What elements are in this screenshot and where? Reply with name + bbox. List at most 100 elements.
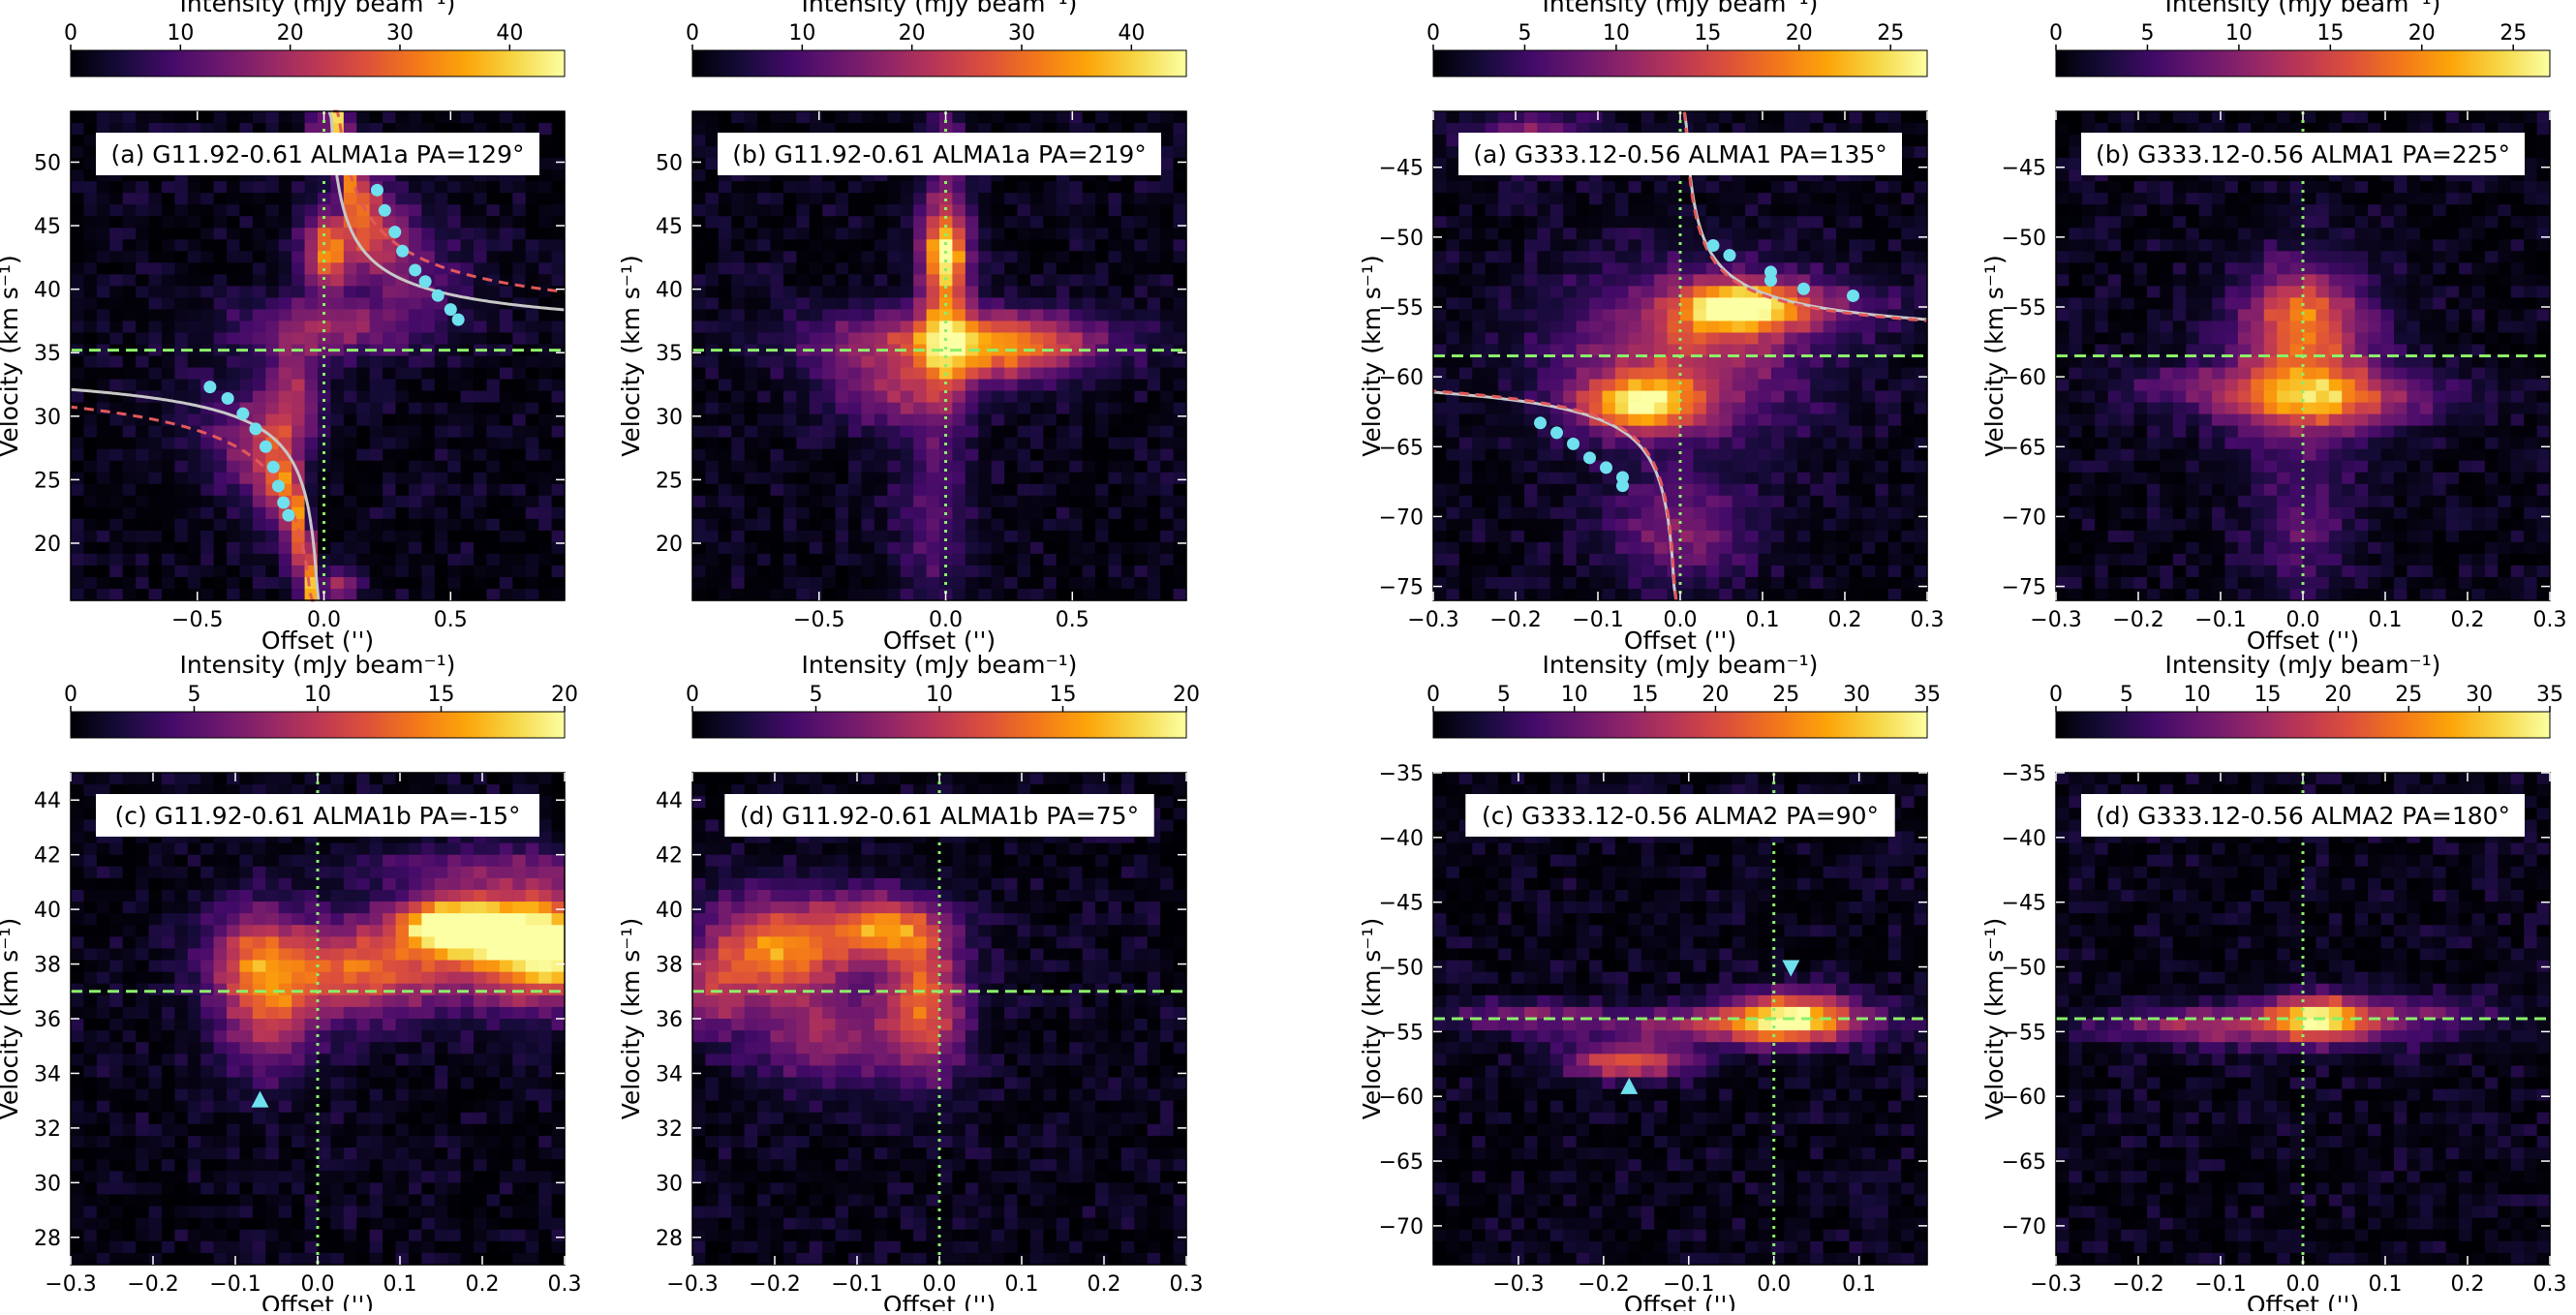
heatmap-cell (214, 566, 228, 578)
heatmap-cell (874, 414, 888, 427)
heatmap-cell (214, 589, 228, 601)
heatmap-cell (279, 111, 292, 124)
heatmap-cell (1030, 332, 1044, 345)
heatmap-cell (927, 193, 940, 205)
heatmap-cell (1057, 461, 1070, 474)
heatmap-cell (1043, 262, 1057, 275)
heatmap-cell (783, 239, 797, 252)
heatmap-cell (1862, 484, 1876, 497)
heatmap-cell (1733, 531, 1746, 543)
y-axis-label: Velocity (km s⁻¹) (617, 255, 645, 457)
heatmap-cell (174, 228, 188, 240)
heatmap-cell (952, 251, 966, 263)
heatmap-cell (861, 228, 874, 240)
heatmap-cell (1083, 321, 1096, 333)
heatmap-cell (848, 449, 862, 462)
heatmap-cell (83, 286, 97, 298)
heatmap-cell (1095, 274, 1109, 287)
heatmap-cell (810, 449, 823, 462)
heatmap-cell (1563, 531, 1577, 543)
heatmap-cell (552, 123, 566, 136)
heatmap-cell (1810, 228, 1824, 240)
heatmap-cell (1108, 403, 1121, 415)
heatmap-cell (887, 449, 901, 462)
heatmap-cell (1018, 297, 1031, 310)
heatmap-cell (1030, 321, 1044, 333)
heatmap-cell (1134, 216, 1148, 229)
heatmap-cell (927, 577, 940, 590)
heatmap-cell (1706, 193, 1720, 205)
heatmap-cell (474, 356, 487, 369)
heatmap-cell (279, 297, 292, 310)
heatmap-cell (1057, 554, 1070, 566)
heatmap-cell (705, 286, 719, 298)
heatmap-cell (719, 332, 732, 345)
heatmap-cell (1901, 414, 1915, 427)
heatmap-cell (913, 391, 927, 404)
heatmap-cell (992, 473, 1005, 485)
heatmap-cell (978, 251, 992, 263)
heatmap-cell (1069, 566, 1083, 578)
heatmap-cell (83, 228, 97, 240)
heatmap-cell (512, 473, 526, 485)
heatmap-cell (1875, 286, 1888, 298)
heatmap-cell (474, 414, 487, 427)
heatmap-cell (992, 297, 1005, 310)
heatmap-cell (1148, 403, 1161, 415)
heatmap-cell (174, 321, 188, 333)
heatmap-cell (1784, 461, 1797, 474)
heatmap-cell (1174, 438, 1187, 450)
heatmap-cell (512, 554, 526, 566)
heatmap-cell (1472, 111, 1486, 124)
heatmap-cell (952, 403, 966, 415)
heatmap-cell (1810, 414, 1824, 427)
heatmap-cell (83, 321, 97, 333)
heatmap-cell (291, 204, 305, 217)
heatmap-cell (1083, 368, 1096, 381)
heatmap-cell (1472, 309, 1486, 321)
heatmap-cell (1862, 321, 1876, 333)
heatmap-cell (1706, 507, 1720, 520)
heatmap-cell (239, 297, 253, 310)
heatmap-cell (71, 216, 84, 229)
heatmap-cell (1472, 368, 1486, 381)
heatmap-cell (1719, 438, 1733, 450)
heatmap-cell (1030, 496, 1044, 508)
heatmap-cell (1069, 368, 1083, 381)
heatmap-cell (383, 449, 396, 462)
heatmap-cell (1719, 332, 1733, 345)
heatmap-cell (1537, 204, 1550, 217)
heatmap-cell (1095, 542, 1109, 555)
heatmap-cell (97, 321, 110, 333)
heatmap-cell (1602, 297, 1615, 310)
heatmap-cell (874, 542, 888, 555)
heatmap-cell (239, 239, 253, 252)
heatmap-cell (1615, 461, 1629, 474)
heatmap-cell (512, 239, 526, 252)
heatmap-cell (1148, 507, 1161, 520)
heatmap-cell (174, 566, 188, 578)
heatmap-cell (1524, 297, 1538, 310)
heatmap-cell (409, 297, 422, 310)
heatmap-cell (447, 181, 461, 194)
heatmap-cell (305, 356, 319, 369)
heatmap-cell (174, 461, 188, 474)
data-point-marker (1764, 274, 1777, 287)
heatmap-cell (1083, 577, 1096, 590)
heatmap-cell (1043, 368, 1057, 381)
heatmap-cell (1888, 426, 1902, 439)
heatmap-cell (461, 554, 475, 566)
heatmap-cell (1459, 204, 1473, 217)
heatmap-cell (330, 274, 344, 287)
heatmap-cell (1628, 403, 1641, 415)
heatmap-cell (692, 332, 706, 345)
heatmap-cell (1733, 496, 1746, 508)
heatmap-cell (1030, 542, 1044, 555)
heatmap-cell (1784, 449, 1797, 462)
heatmap-cell (1915, 169, 1928, 182)
heatmap-cell (861, 262, 874, 275)
heatmap-cell (1018, 554, 1031, 566)
heatmap-cell (305, 216, 319, 229)
heatmap-cell (913, 380, 927, 392)
heatmap-cell (1160, 216, 1174, 229)
